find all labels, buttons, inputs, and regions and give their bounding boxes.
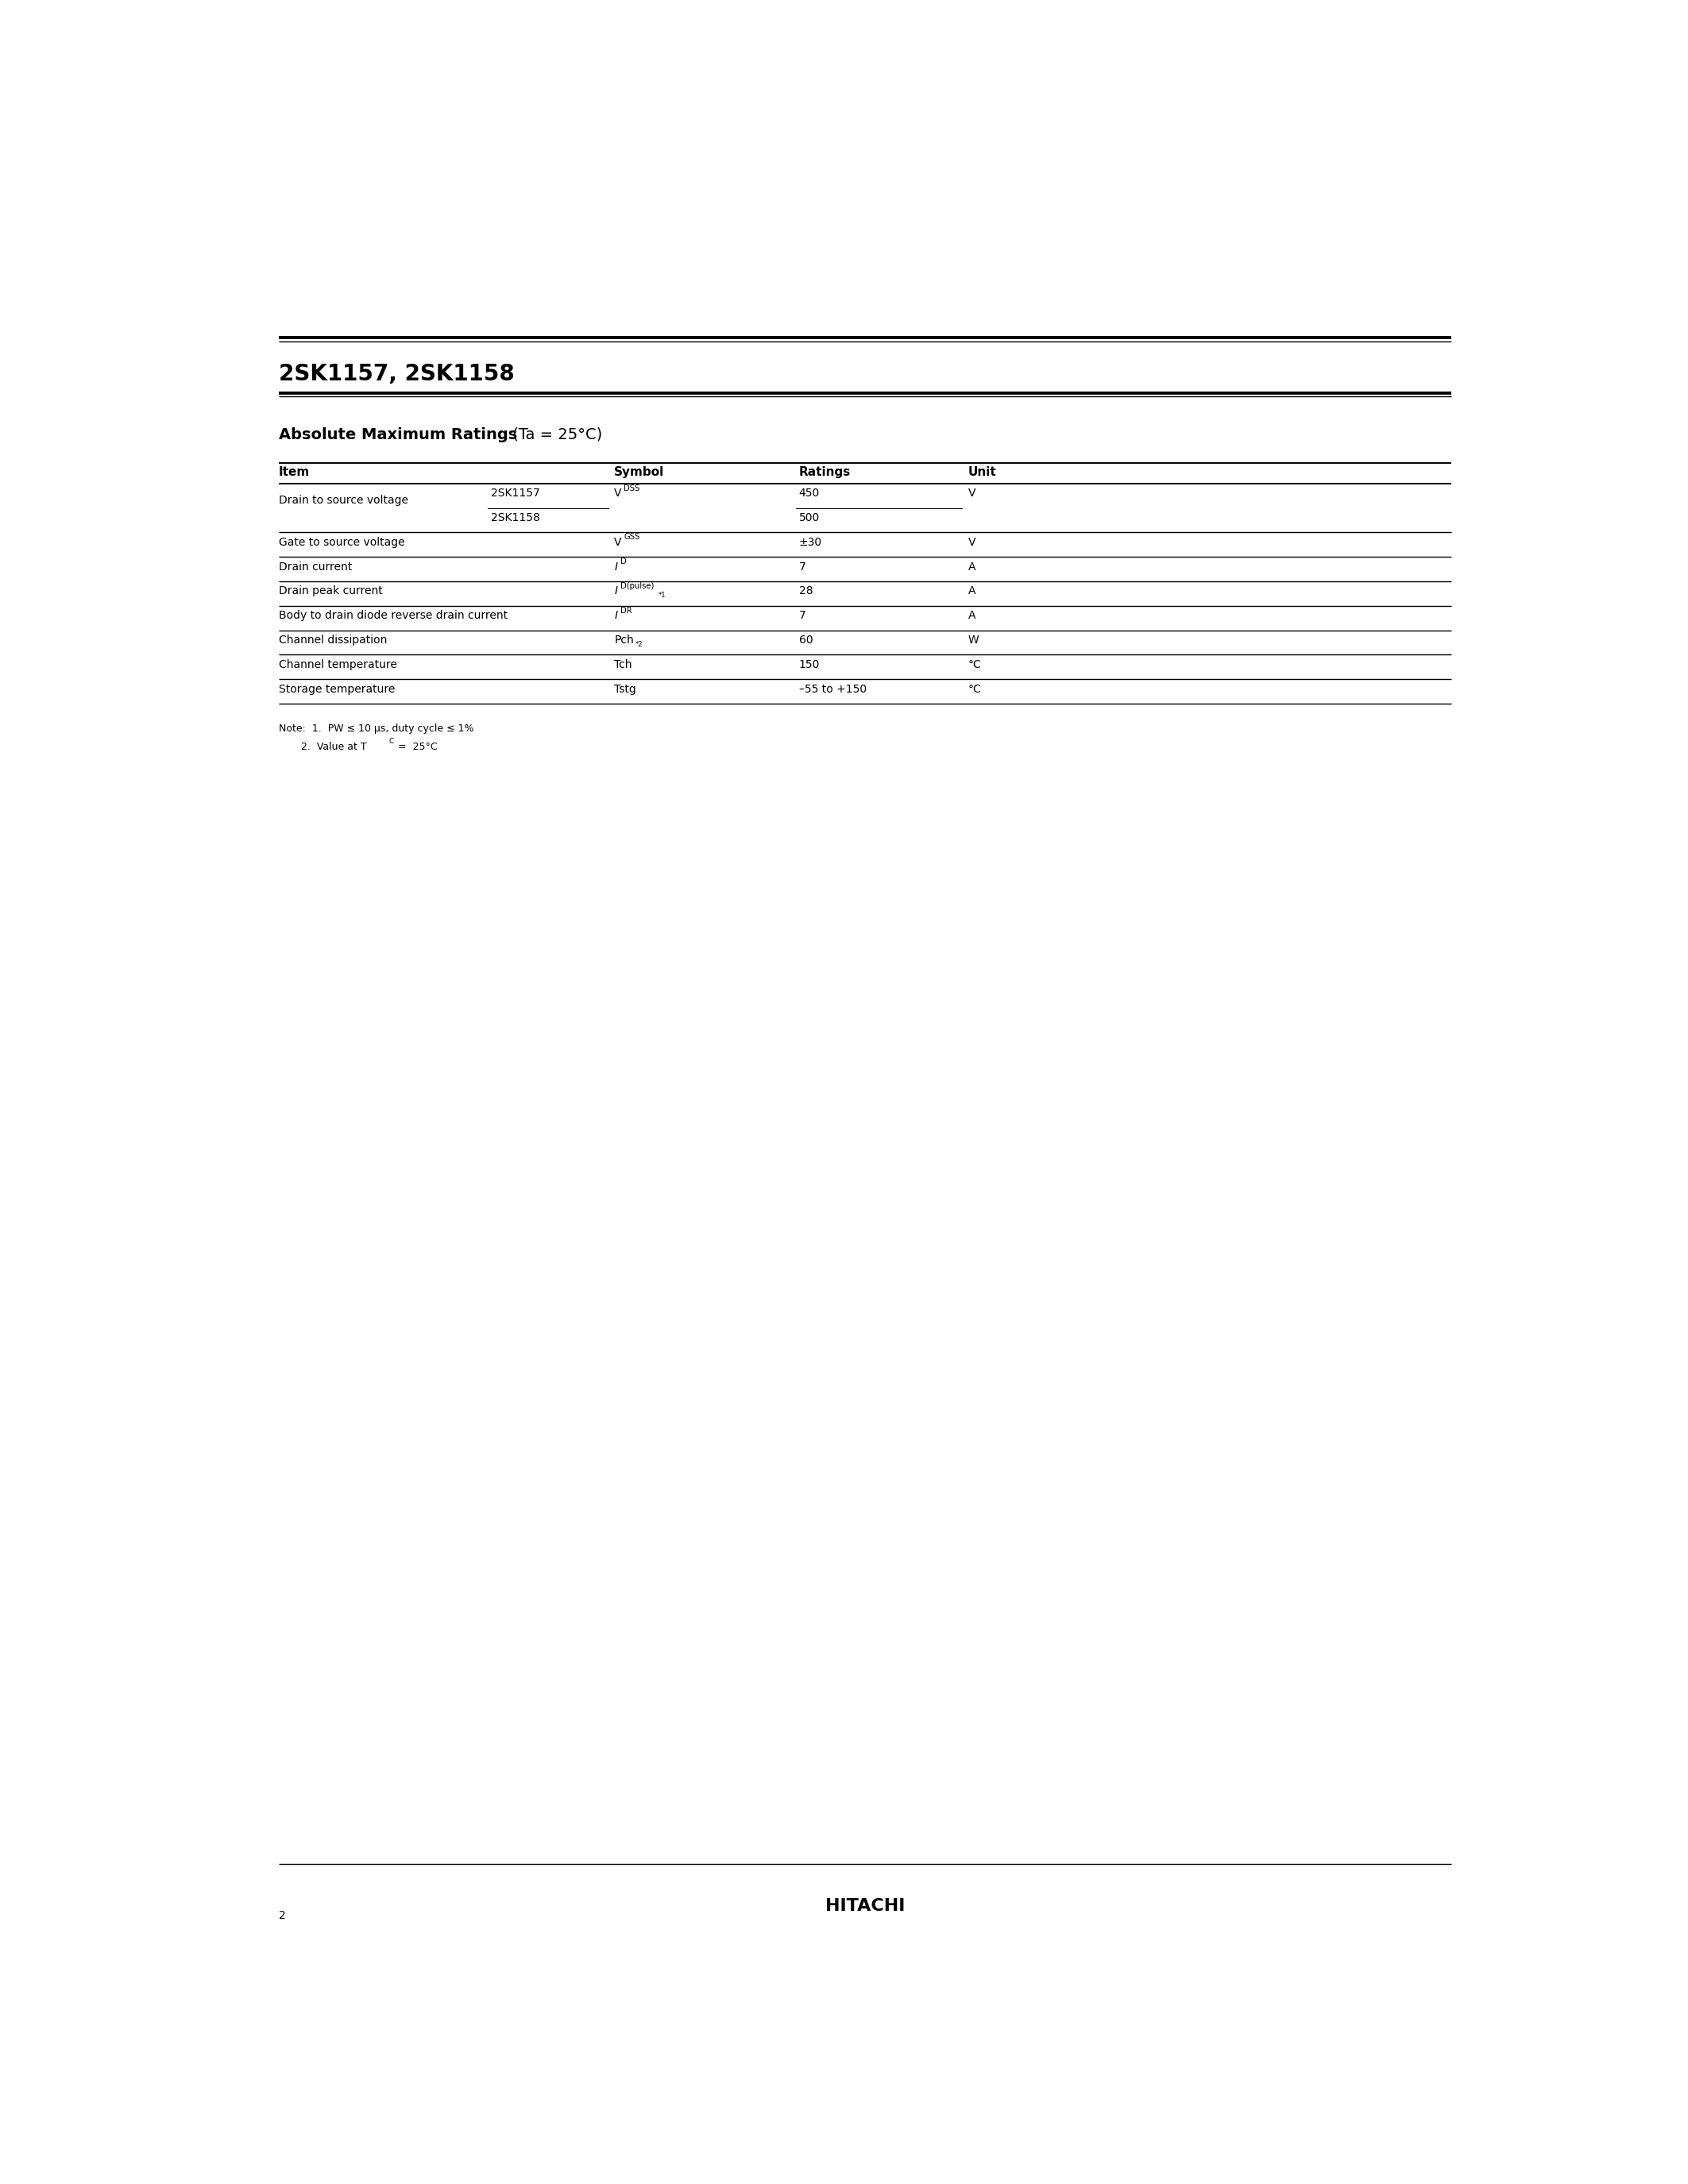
Text: 60: 60: [798, 636, 814, 646]
Text: =  25°C: = 25°C: [395, 743, 437, 751]
Text: V: V: [614, 537, 621, 548]
Text: 7: 7: [798, 609, 805, 620]
Text: DSS: DSS: [625, 485, 640, 491]
Text: Drain peak current: Drain peak current: [279, 585, 383, 596]
Text: Absolute Maximum Ratings: Absolute Maximum Ratings: [279, 428, 517, 443]
Text: –55 to +150: –55 to +150: [798, 684, 866, 695]
Text: 450: 450: [798, 487, 820, 498]
Text: (Ta = 25°C): (Ta = 25°C): [508, 428, 603, 443]
Text: A: A: [969, 561, 976, 572]
Text: *2: *2: [635, 640, 643, 649]
Text: HITACHI: HITACHI: [825, 1898, 905, 1913]
Text: A: A: [969, 585, 976, 596]
Text: DR: DR: [621, 607, 633, 614]
Text: 150: 150: [798, 660, 820, 670]
Text: 7: 7: [798, 561, 805, 572]
Text: I: I: [614, 561, 618, 572]
Text: Ratings: Ratings: [798, 467, 851, 478]
Text: Tstg: Tstg: [614, 684, 636, 695]
Text: D(pulse): D(pulse): [621, 583, 655, 590]
Text: °C: °C: [969, 660, 981, 670]
Text: Gate to source voltage: Gate to source voltage: [279, 537, 405, 548]
Text: 2SK1157, 2SK1158: 2SK1157, 2SK1158: [279, 363, 515, 384]
Text: *1: *1: [658, 592, 667, 598]
Text: V: V: [614, 487, 621, 498]
Text: 500: 500: [798, 513, 820, 524]
Text: Channel temperature: Channel temperature: [279, 660, 397, 670]
Text: 2: 2: [279, 1911, 285, 1922]
Text: A: A: [969, 609, 976, 620]
Text: 28: 28: [798, 585, 814, 596]
Text: °C: °C: [969, 684, 981, 695]
Text: Unit: Unit: [969, 467, 996, 478]
Text: W: W: [969, 636, 979, 646]
Text: I: I: [614, 585, 618, 596]
Text: Channel dissipation: Channel dissipation: [279, 636, 387, 646]
Text: Item: Item: [279, 467, 311, 478]
Text: I: I: [614, 609, 618, 620]
Text: Note:  1.  PW ≤ 10 μs, duty cycle ≤ 1%: Note: 1. PW ≤ 10 μs, duty cycle ≤ 1%: [279, 723, 474, 734]
Text: 2SK1157: 2SK1157: [491, 487, 540, 498]
Text: V: V: [969, 487, 976, 498]
Text: GSS: GSS: [625, 533, 640, 542]
Text: Drain to source voltage: Drain to source voltage: [279, 496, 408, 507]
Text: Pch: Pch: [614, 636, 635, 646]
Text: V: V: [969, 537, 976, 548]
Text: C: C: [388, 738, 393, 745]
Text: Body to drain diode reverse drain current: Body to drain diode reverse drain curren…: [279, 609, 508, 620]
Text: Symbol: Symbol: [614, 467, 665, 478]
Text: Storage temperature: Storage temperature: [279, 684, 395, 695]
Text: ±30: ±30: [798, 537, 822, 548]
Text: Tch: Tch: [614, 660, 631, 670]
Text: 2.  Value at T: 2. Value at T: [279, 743, 366, 751]
Text: D: D: [621, 557, 626, 566]
Text: 2SK1158: 2SK1158: [491, 513, 540, 524]
Text: Drain current: Drain current: [279, 561, 353, 572]
